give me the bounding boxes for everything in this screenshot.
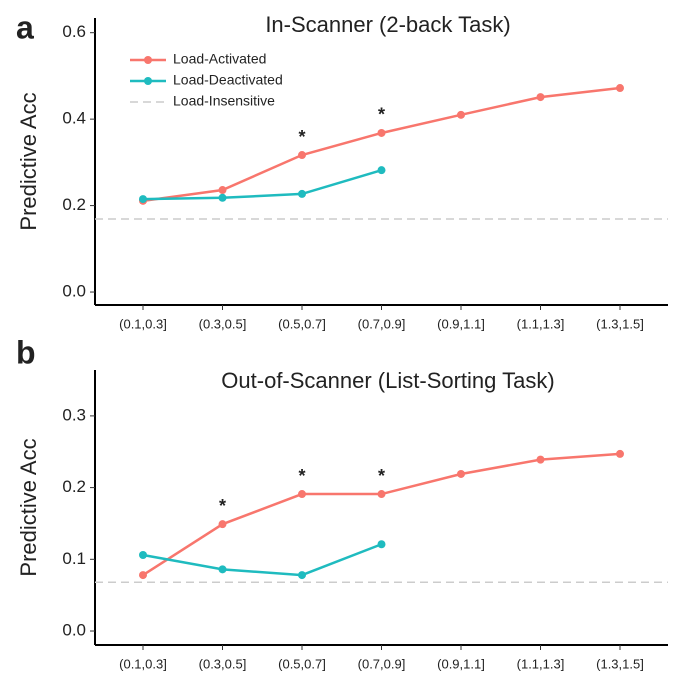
- x-tick-label: (0.9,1.1]: [437, 316, 485, 331]
- x-tick-label: (0.5,0.7]: [278, 656, 326, 671]
- x-tick-label: (0.9,1.1]: [437, 656, 485, 671]
- point: [536, 455, 545, 464]
- y-tick-label: 0.2: [62, 477, 86, 496]
- point: [298, 189, 306, 198]
- legend-label: Load-Deactivated: [173, 72, 283, 88]
- point: [377, 128, 386, 137]
- y-tick-label: 0.3: [62, 405, 86, 424]
- point: [377, 490, 386, 499]
- point: [298, 151, 306, 160]
- significance-mark: *: [219, 496, 226, 516]
- significance-mark: *: [378, 466, 385, 486]
- x-tick-label: (1.3,1.5]: [596, 656, 644, 671]
- x-tick-label: (0.3,0.5]: [199, 316, 247, 331]
- series-line: [142, 168, 382, 201]
- y-axis-title: Predictive Acc: [16, 92, 41, 230]
- point: [457, 110, 465, 119]
- y-axis-title: Predictive Acc: [16, 438, 41, 576]
- point: [218, 186, 227, 195]
- point: [218, 565, 227, 574]
- x-tick-label: (0.7,0.9]: [358, 316, 406, 331]
- point: [139, 195, 147, 204]
- point: [139, 551, 147, 560]
- point: [377, 166, 386, 175]
- legend-dot: [144, 77, 152, 85]
- point: [298, 490, 306, 499]
- panel-label: a: [16, 9, 34, 45]
- series-line: [142, 543, 382, 577]
- point: [616, 84, 624, 93]
- legend-label: Load-Activated: [173, 51, 266, 67]
- x-tick-label: (1.1,1.3]: [517, 316, 565, 331]
- x-tick-label: (0.3,0.5]: [199, 656, 247, 671]
- point: [218, 193, 227, 202]
- point: [616, 449, 624, 458]
- legend-label: Load-Insensitive: [173, 93, 275, 109]
- point: [457, 469, 465, 478]
- panel-label: b: [16, 334, 36, 370]
- significance-mark: *: [298, 127, 305, 147]
- chart-title: In-Scanner (2-back Task): [265, 12, 510, 37]
- y-tick-label: 0.2: [62, 195, 86, 214]
- x-tick-label: (0.5,0.7]: [278, 316, 326, 331]
- y-tick-label: 0.0: [62, 621, 86, 640]
- chart-title: Out-of-Scanner (List-Sorting Task): [221, 368, 554, 393]
- point: [218, 520, 227, 529]
- x-tick-label: (1.3,1.5]: [596, 316, 644, 331]
- x-tick-label: (0.7,0.9]: [358, 656, 406, 671]
- point: [139, 571, 147, 580]
- significance-mark: *: [298, 466, 305, 486]
- y-tick-label: 0.0: [62, 282, 86, 301]
- x-tick-label: (0.1,0.3]: [119, 656, 167, 671]
- y-tick-label: 0.4: [62, 109, 86, 128]
- y-tick-label: 0.6: [62, 22, 86, 41]
- y-tick-label: 0.1: [62, 549, 86, 568]
- x-tick-label: (0.1,0.3]: [119, 316, 167, 331]
- x-tick-label: (1.1,1.3]: [517, 656, 565, 671]
- point: [536, 93, 545, 102]
- point: [298, 571, 306, 580]
- point: [377, 540, 386, 549]
- significance-mark: *: [378, 105, 385, 125]
- legend-dot: [144, 56, 152, 64]
